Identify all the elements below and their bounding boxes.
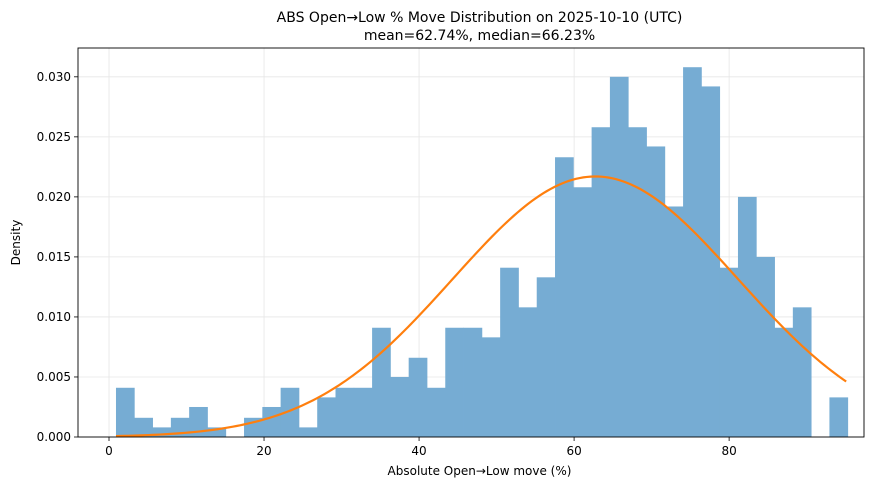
histogram-bar	[426, 387, 446, 437]
histogram-bar	[390, 376, 410, 437]
histogram-bar	[372, 327, 391, 437]
x-tick-label: 40	[411, 444, 426, 458]
density-curve-layer	[115, 175, 847, 438]
histogram-bar	[298, 427, 318, 437]
histogram-bar	[445, 327, 464, 437]
histogram-bar	[335, 387, 355, 437]
chart-title: ABS Open→Low % Move Distribution on 2025…	[277, 10, 683, 26]
histogram-bar	[518, 307, 538, 437]
x-axis-ticks: 0 20 40 60 80	[105, 437, 737, 458]
x-axis-label: Absolute Open→Low move (%)	[388, 464, 572, 478]
y-tick-label: 0.015	[37, 250, 71, 264]
histogram-bar	[536, 277, 556, 437]
histogram-bar	[152, 427, 172, 437]
histogram-bar	[683, 67, 702, 438]
histogram-bar	[664, 206, 684, 437]
y-tick-label: 0.030	[37, 70, 71, 84]
chart-subtitle: mean=62.74%, median=66.23%	[364, 28, 595, 44]
y-tick-label: 0.025	[37, 130, 71, 144]
histogram-bar	[207, 427, 227, 437]
histogram-bars	[115, 67, 849, 438]
histogram-bar	[262, 406, 282, 437]
y-axis-ticks: 0.000 0.005 0.010 0.015 0.020 0.025 0.030	[37, 70, 78, 444]
histogram-bar	[719, 267, 739, 437]
density-curve	[115, 175, 847, 438]
histogram-bar	[792, 307, 812, 437]
histogram-bar	[555, 157, 574, 438]
x-tick-label: 0	[105, 444, 113, 458]
plot-frame	[77, 47, 865, 438]
histogram-bar	[408, 357, 428, 437]
histogram-bar	[115, 387, 135, 437]
histogram-bar	[628, 127, 647, 438]
x-tick-label: 60	[566, 444, 581, 458]
histogram-bar	[463, 327, 483, 437]
histogram-bar	[829, 397, 849, 437]
histogram-bar	[189, 406, 208, 437]
histogram-bar	[609, 76, 629, 437]
histogram-bar	[701, 86, 721, 438]
histogram-bar	[774, 327, 794, 437]
x-tick-label: 80	[721, 444, 736, 458]
histogram-bar	[591, 127, 611, 438]
y-axis-label: Density	[9, 220, 23, 266]
histogram-bar	[317, 397, 336, 437]
histogram-bar	[573, 187, 593, 437]
y-tick-label: 0.020	[37, 190, 71, 204]
histogram-bar	[756, 256, 775, 437]
y-tick-label: 0.010	[37, 310, 71, 324]
histogram-bar	[134, 417, 153, 437]
histogram-bar	[481, 337, 501, 437]
y-tick-label: 0.005	[37, 370, 71, 384]
histogram-bar	[280, 387, 300, 437]
x-tick-label: 20	[256, 444, 271, 458]
histogram-bar	[500, 267, 519, 437]
y-tick-label: 0.000	[37, 430, 71, 444]
histogram-bar	[646, 146, 666, 437]
histogram-bar	[353, 387, 373, 437]
histogram-bar	[737, 196, 757, 437]
